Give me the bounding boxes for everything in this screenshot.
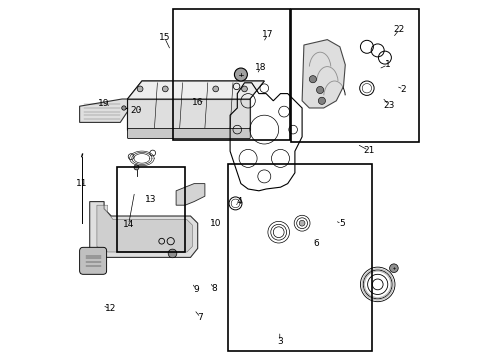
Bar — [290, 9, 418, 142]
Polygon shape — [80, 99, 127, 122]
Text: 10: 10 — [209, 219, 221, 228]
Text: 19: 19 — [98, 99, 110, 108]
Polygon shape — [176, 184, 204, 205]
Circle shape — [212, 86, 218, 92]
FancyBboxPatch shape — [80, 247, 106, 274]
Circle shape — [134, 165, 139, 170]
Text: 7: 7 — [197, 313, 203, 322]
Text: 18: 18 — [254, 63, 266, 72]
Text: 13: 13 — [145, 195, 156, 204]
Text: 15: 15 — [159, 33, 170, 42]
Text: 11: 11 — [76, 179, 87, 188]
Text: 23: 23 — [383, 101, 394, 110]
Circle shape — [309, 76, 316, 83]
Polygon shape — [89, 202, 197, 257]
Text: 2: 2 — [400, 85, 406, 94]
Circle shape — [316, 86, 323, 94]
Circle shape — [122, 106, 126, 110]
Text: 5: 5 — [338, 220, 344, 229]
Circle shape — [137, 86, 142, 92]
Text: 8: 8 — [211, 284, 216, 293]
Text: 6: 6 — [313, 239, 319, 248]
Text: 14: 14 — [122, 220, 134, 229]
Bar — [172, 9, 289, 140]
Text: 1: 1 — [384, 60, 390, 69]
Circle shape — [162, 86, 168, 92]
Circle shape — [168, 249, 177, 258]
Text: 4: 4 — [236, 197, 242, 206]
FancyBboxPatch shape — [127, 129, 250, 139]
Text: 20: 20 — [131, 107, 142, 116]
Bar — [228, 164, 371, 351]
Polygon shape — [127, 81, 264, 99]
Polygon shape — [97, 205, 192, 252]
Circle shape — [318, 97, 325, 104]
Text: 12: 12 — [104, 305, 116, 313]
Text: 3: 3 — [276, 337, 282, 346]
Circle shape — [389, 264, 397, 273]
Text: 21: 21 — [362, 146, 374, 155]
Circle shape — [241, 86, 247, 92]
Bar — [117, 167, 185, 252]
Text: 9: 9 — [193, 285, 198, 294]
Circle shape — [234, 68, 247, 81]
Text: 16: 16 — [192, 98, 203, 107]
Text: 22: 22 — [393, 25, 404, 34]
Text: 17: 17 — [262, 30, 273, 39]
Polygon shape — [302, 40, 345, 108]
Circle shape — [299, 220, 305, 226]
Polygon shape — [127, 99, 249, 130]
